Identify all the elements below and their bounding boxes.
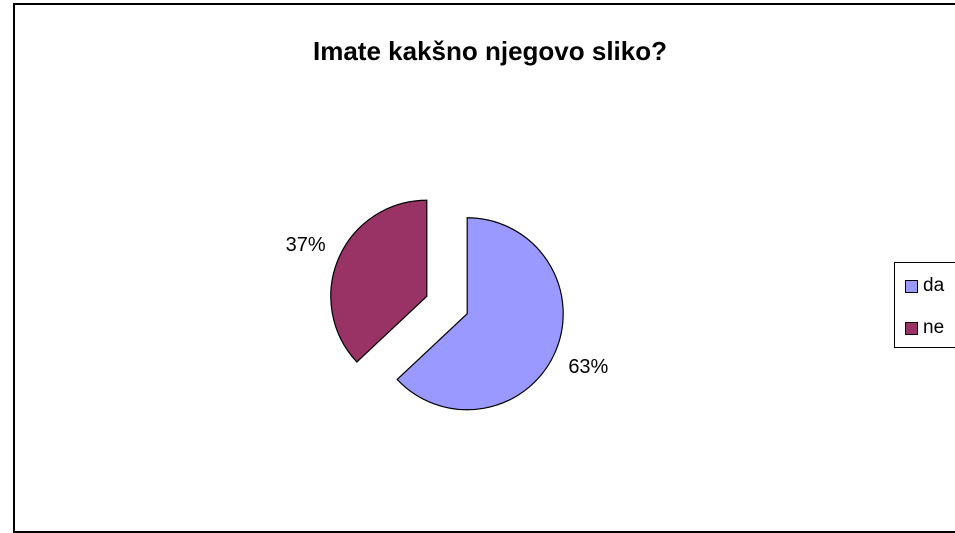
legend-item-ne: ne — [905, 317, 944, 339]
data-label-da: 63% — [568, 356, 608, 378]
legend-swatch-ne — [905, 321, 918, 335]
pie-slice-da — [396, 217, 564, 411]
pie-slice-ne — [330, 199, 428, 363]
legend-label-da: da — [923, 275, 945, 296]
data-label-ne: 37% — [286, 234, 326, 256]
chart-title: Imate kakšno njegovo sliko? — [313, 36, 667, 66]
legend-item-da: da — [905, 275, 944, 297]
legend-label-ne: ne — [923, 317, 945, 338]
legend-swatch-da — [905, 279, 918, 293]
legend: da ne — [894, 262, 955, 348]
pie-chart: 63% 37% — [286, 199, 609, 411]
